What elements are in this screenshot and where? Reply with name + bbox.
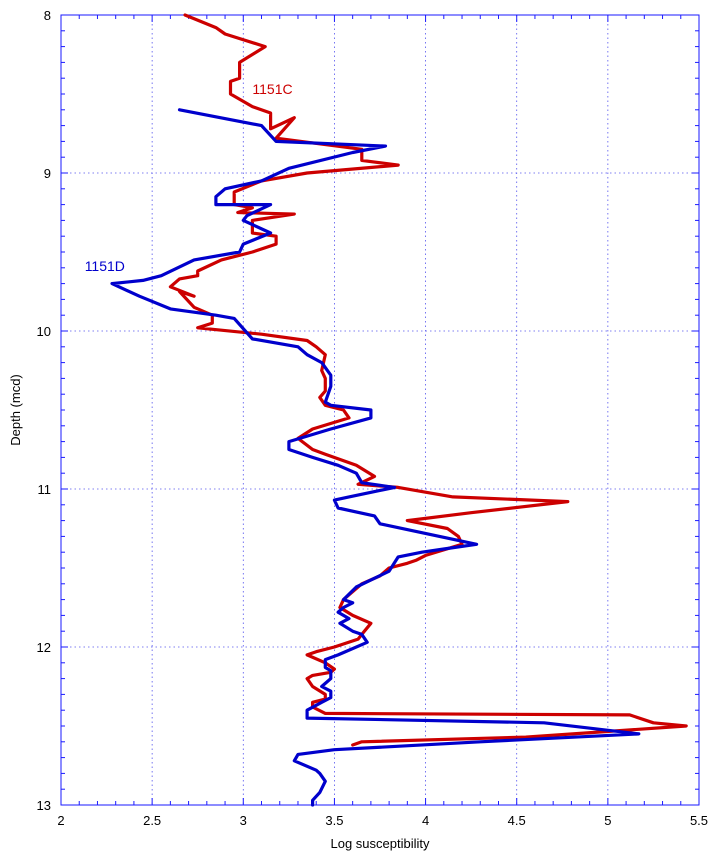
x-tick-label-7: 5.5 [690,813,708,828]
y-axis-title: Depth (mcd) [8,374,23,446]
x-tick-label-1: 2.5 [143,813,161,828]
x-tick-label-5: 4.5 [508,813,526,828]
x-tick-label-0: 2 [57,813,64,828]
plot-frame [60,14,700,806]
minor-ticks [60,14,700,806]
series-layer [110,13,688,807]
y-tick-label-0: 8 [44,8,51,23]
grid [61,15,699,805]
series-label-1151c: 1151C [252,81,292,97]
x-axis-title: Log susceptibility [331,836,430,851]
y-tick-label-2: 10 [37,324,51,339]
x-tick-label-4: 4 [422,813,429,828]
y-tick-label-5: 13 [37,798,51,813]
x-tick-label-2: 3 [240,813,247,828]
x-tick-labels: 2 2.5 3 3.5 4 4.5 5 5.5 [57,813,708,828]
y-tick-label-1: 9 [44,166,51,181]
y-tick-label-3: 11 [38,482,52,497]
y-tick-labels: 8 9 10 11 12 13 [37,8,51,813]
x-tick-label-6: 5 [604,813,611,828]
y-tick-label-4: 12 [37,640,51,655]
x-tick-label-3: 3.5 [325,813,343,828]
series-label-1151d: 1151D [85,258,125,274]
series-line-1151d [110,108,641,807]
